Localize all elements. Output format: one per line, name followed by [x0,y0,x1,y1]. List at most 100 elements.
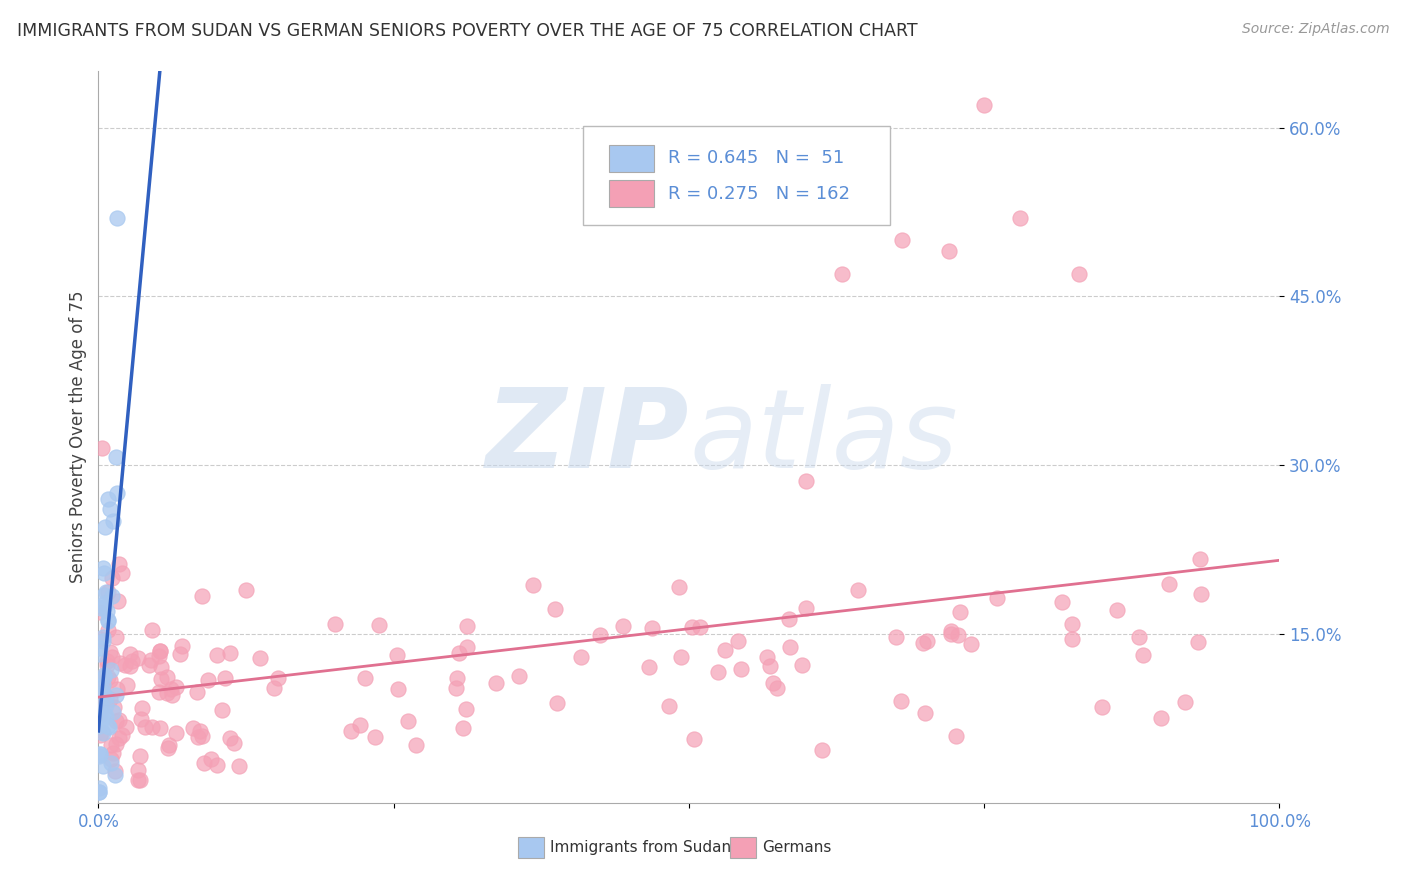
Text: IMMIGRANTS FROM SUDAN VS GERMAN SENIORS POVERTY OVER THE AGE OF 75 CORRELATION C: IMMIGRANTS FROM SUDAN VS GERMAN SENIORS … [17,22,918,40]
Point [939,627,962,641]
Point [181,721,204,735]
Point [186,685,208,699]
Point [1091,700,1114,714]
Point [188,723,211,738]
Point [222,736,245,750]
Point [508,669,530,683]
Point [127,650,149,665]
Text: Germans: Germans [762,840,831,855]
Point [884,630,907,644]
Point [96,605,118,619]
Point [96,690,118,704]
Point [93,566,115,580]
Point [945,729,967,743]
Point [1008,211,1031,225]
Point [103,764,125,778]
Point [165,680,187,694]
Point [100,738,122,752]
Point [544,602,567,616]
Text: R = 0.645   N =  51: R = 0.645 N = 51 [668,149,844,168]
Point [97,669,120,683]
Point [170,639,193,653]
Point [120,648,142,662]
Point [103,746,125,760]
Point [730,662,752,676]
Point [93,670,115,684]
Point [160,681,183,696]
Point [1107,603,1129,617]
Point [108,731,131,746]
Point [207,758,229,772]
Point [101,571,124,585]
Point [938,244,960,259]
Point [114,720,136,734]
Text: atlas: atlas [689,384,957,491]
Point [148,685,170,699]
Point [141,623,163,637]
Point [139,653,162,667]
Point [96,718,118,732]
Point [129,748,152,763]
Point [114,657,136,672]
Point [89,728,111,742]
Point [205,648,228,662]
Point [714,643,737,657]
Point [97,584,120,599]
Point [939,624,962,638]
Point [755,650,778,665]
Point [93,588,115,602]
Point [90,724,112,739]
Point [149,660,172,674]
Point [165,725,187,739]
Point [191,729,214,743]
Point [219,646,242,660]
Point [368,618,391,632]
Point [214,671,236,685]
Text: Source: ZipAtlas.com: Source: ZipAtlas.com [1241,22,1389,37]
Point [90,600,112,615]
Point [960,637,983,651]
Point [1187,634,1209,648]
Point [91,686,114,700]
Point [668,580,690,594]
Point [131,701,153,715]
Point [681,620,703,634]
Point [522,578,544,592]
Point [138,657,160,672]
Point [385,648,408,662]
Point [1188,552,1211,566]
Point [101,515,124,529]
Point [727,633,749,648]
Point [759,659,782,673]
Point [149,644,172,658]
Point [396,714,419,728]
Point [589,628,612,642]
Point [1189,587,1212,601]
Point [89,671,111,685]
Point [101,589,124,603]
Point [89,749,111,764]
Point [129,773,152,788]
Point [228,759,250,773]
Point [612,619,634,633]
Point [100,664,122,678]
Point [97,720,120,734]
Point [91,759,114,773]
Point [1174,694,1197,708]
Point [87,780,110,795]
Point [107,557,129,571]
Point [444,681,467,696]
Point [105,682,128,697]
Point [89,747,111,762]
Point [658,699,681,714]
Point [90,684,112,698]
Point [689,620,711,634]
Point [129,712,152,726]
Point [118,659,141,673]
Point [127,763,149,777]
Point [1060,632,1083,647]
Point [98,501,121,516]
Point [638,660,661,674]
Point [149,721,172,735]
Point [353,671,375,685]
